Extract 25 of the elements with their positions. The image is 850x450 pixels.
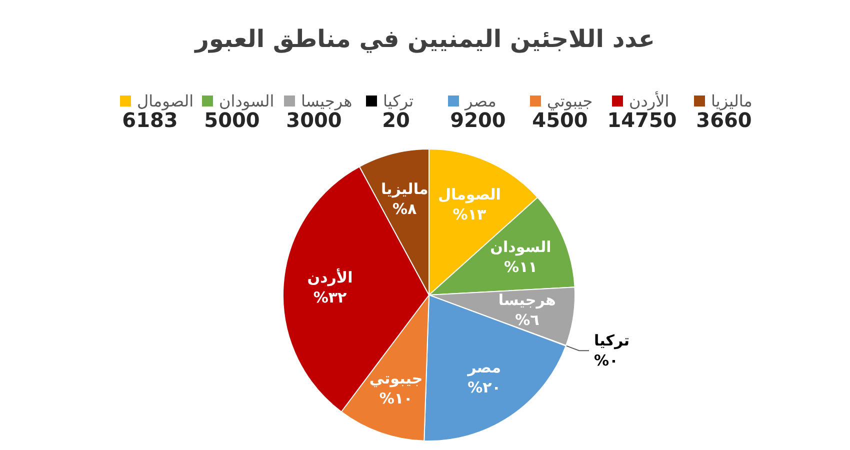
slice-label: ماليزيا [380, 180, 428, 198]
legend-label: مصر [464, 92, 496, 110]
text: %١٠ [379, 390, 413, 408]
slice-label: الصومال [438, 185, 501, 204]
legend-label: جيبوتي [547, 92, 593, 110]
legend-label: الأردن [629, 90, 670, 110]
legend-label: تركيا [383, 92, 414, 110]
slice-label: تركيا [594, 332, 630, 350]
slice-label: جيبوتي [369, 370, 423, 388]
text: %٠ [594, 352, 618, 370]
slice-label: هرجيسا [498, 290, 556, 309]
text: %١٣ [452, 205, 486, 224]
legend-label: ماليزيا [711, 92, 752, 110]
text: %١١ [504, 258, 538, 276]
slice-label: الأردن [307, 268, 353, 287]
text: %٦ [515, 310, 540, 329]
slice-label: مصر [466, 358, 501, 376]
legend-label: السودان [219, 92, 274, 110]
legend-label: الصومال [137, 92, 194, 110]
chart-title: عدد اللاجئين اليمنيين في مناطق العبور [194, 25, 655, 53]
legend-label: هرجيسا [301, 92, 352, 110]
text: %٢٠ [468, 378, 501, 396]
slice-label: السودان [490, 238, 552, 256]
text: %٣٢ [313, 288, 347, 307]
text: %٨ [392, 200, 417, 218]
